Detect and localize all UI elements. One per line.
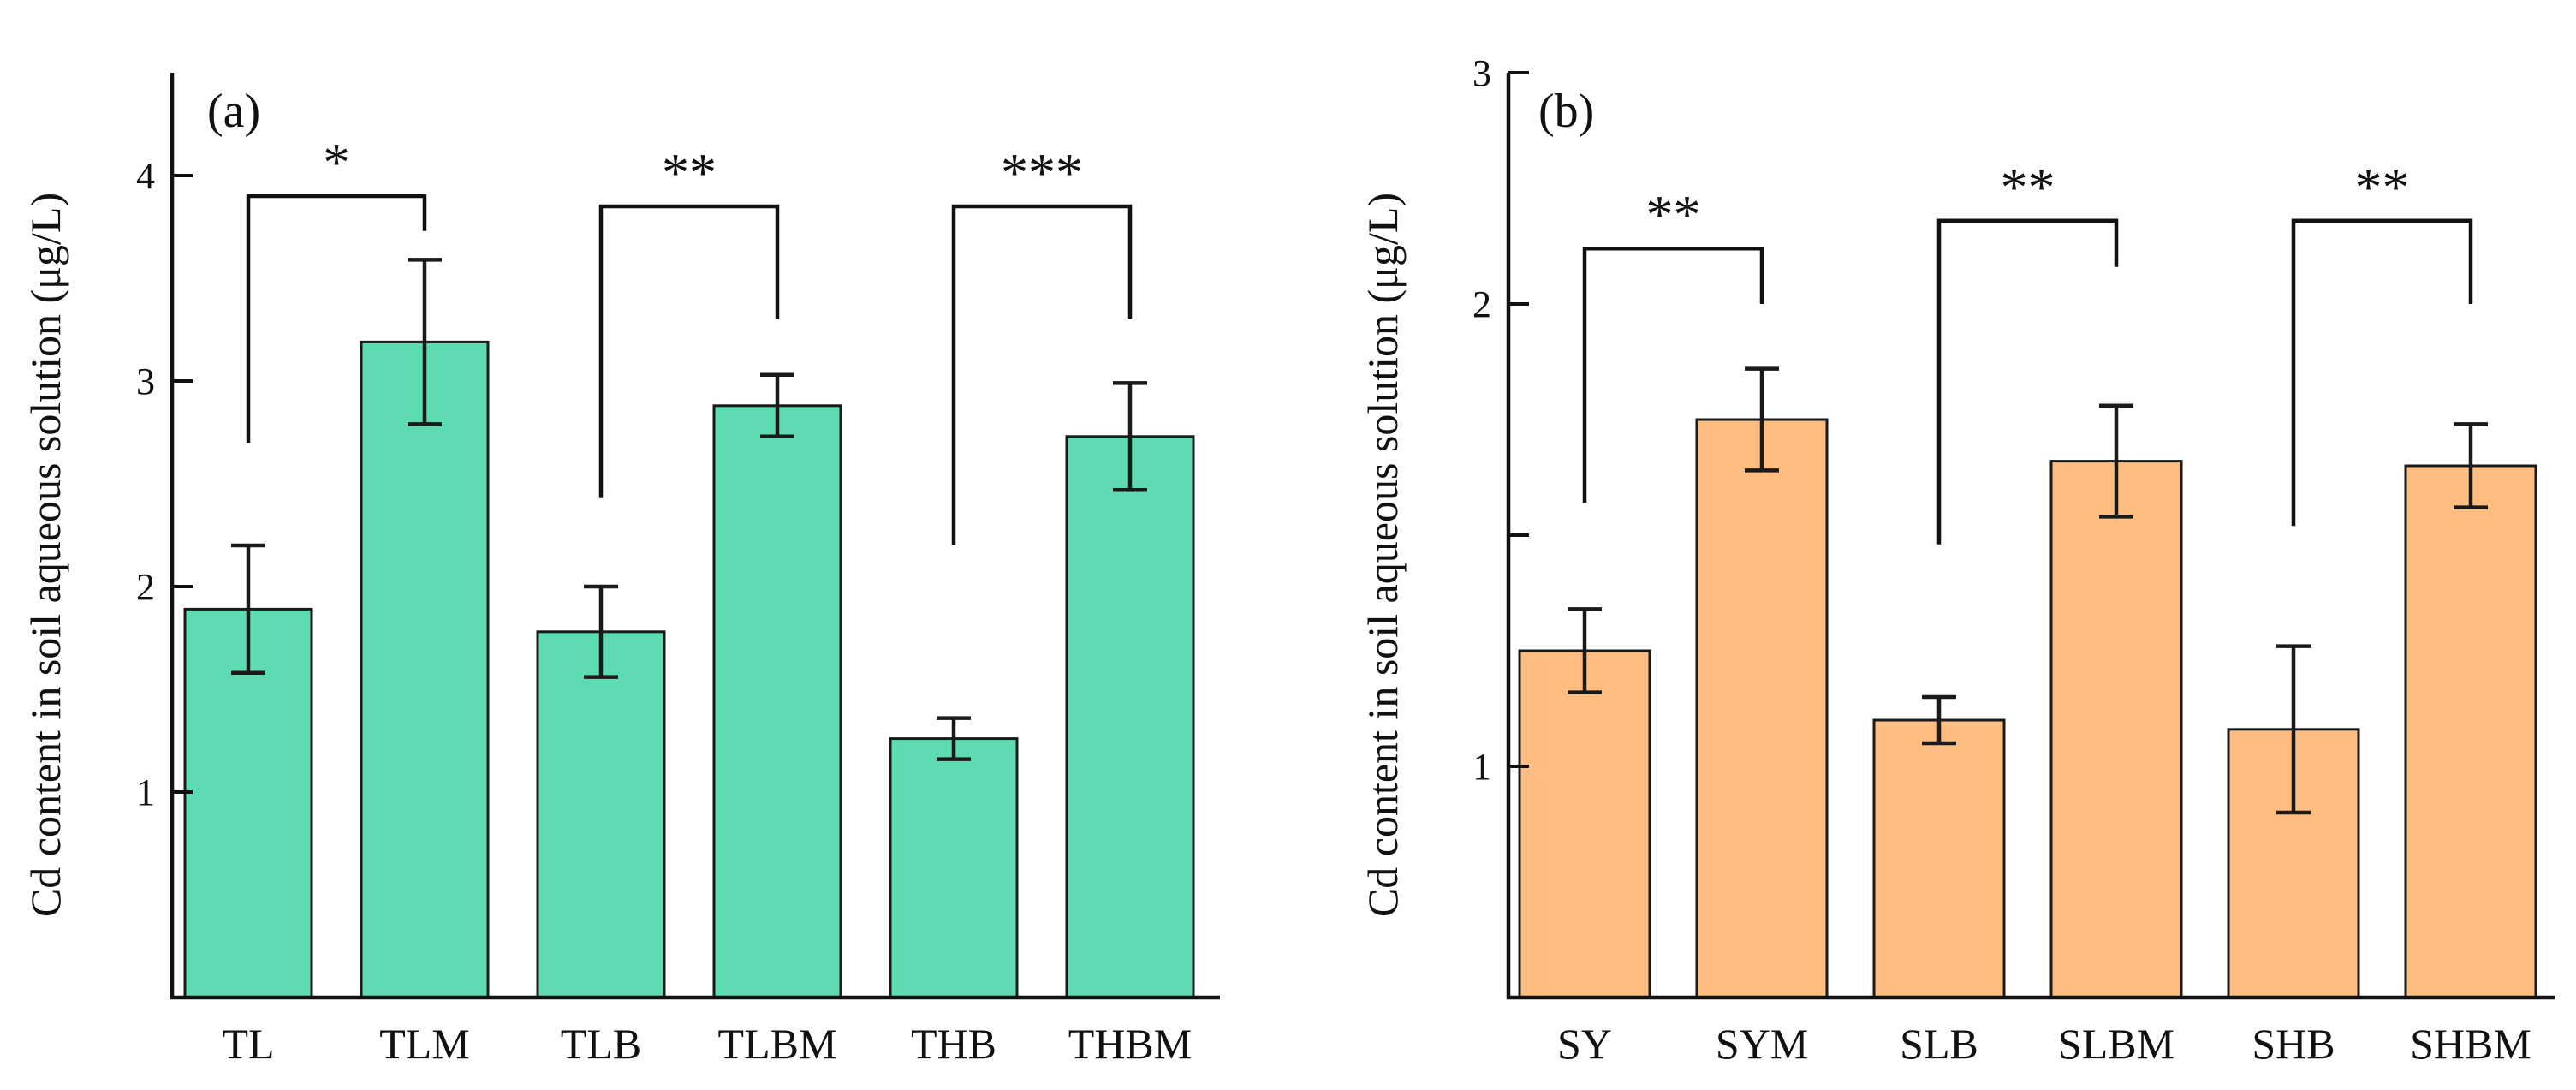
y-axis-label: Cd content in soil aqueous solution (μg/… [1359, 193, 1407, 917]
significance-bracket-2 [2291, 218, 2473, 527]
bar-SY [1518, 649, 1651, 999]
significance-label-0: * [323, 132, 350, 193]
error-bar-SHBM [2454, 422, 2488, 509]
y-tick-label-0: 1 [1472, 746, 1491, 788]
error-bar-TLBM [760, 372, 794, 439]
category-label-SHB: SHB [2252, 1020, 2335, 1068]
bar-SHBM [2404, 464, 2537, 999]
bar-SYM [1695, 418, 1829, 999]
category-label-SYM: SYM [1716, 1020, 1808, 1068]
bar-TLM [360, 340, 490, 999]
error-bar-SY [1568, 607, 1602, 694]
panel-label: (a) [207, 85, 260, 138]
axes-frame [1506, 73, 2555, 1000]
category-label-SLB: SLB [1900, 1020, 1978, 1068]
significance-bracket-0 [1582, 246, 1764, 503]
significance-label-1: ** [662, 142, 717, 203]
significance-bracket-2 [951, 204, 1133, 545]
y-tick-label-3: 4 [136, 155, 155, 197]
significance-bracket-1 [598, 204, 780, 498]
error-bar-TLM [408, 258, 442, 426]
significance-label-2: ** [2355, 157, 2410, 217]
error-bar-THB [937, 716, 971, 761]
y-tick-label-3: 3 [1472, 52, 1491, 94]
significance-label-2: *** [1001, 142, 1083, 203]
error-bar-SHB [2276, 644, 2311, 815]
category-label-TLBM: TLBM [718, 1020, 837, 1068]
bar-TLBM [712, 404, 842, 999]
category-label-TLM: TLM [379, 1020, 470, 1068]
y-tick-label-1: 2 [136, 566, 155, 608]
bar-SLBM [2049, 460, 2183, 999]
error-bar-THBM [1113, 381, 1147, 492]
y-tick-label-2: 3 [136, 360, 155, 402]
y-tick-label-2: 2 [1472, 283, 1491, 325]
error-bar-SYM [1745, 366, 1779, 473]
category-label-THB: THB [911, 1020, 996, 1068]
significance-bracket-1 [1936, 218, 2119, 545]
bar-TLB [536, 630, 666, 999]
category-label-TLB: TLB [561, 1020, 641, 1068]
category-label-SY: SY [1557, 1020, 1612, 1068]
y-tick-label-0: 1 [136, 771, 155, 813]
category-label-TL: TL [222, 1020, 274, 1068]
category-label-SLBM: SLBM [2058, 1020, 2174, 1068]
category-label-SHBM: SHBM [2410, 1020, 2531, 1068]
panel-label: (b) [1538, 85, 1594, 138]
error-bar-TL [231, 543, 265, 676]
bar-THB [889, 737, 1019, 999]
axes-frame [170, 73, 1220, 1000]
y-axis-label: Cd content in soil aqueous solution (μg/… [21, 193, 69, 917]
bar-SLB [1872, 718, 2006, 999]
significance-label-0: ** [1646, 184, 1701, 245]
significance-bracket-0 [246, 194, 427, 443]
category-label-THBM: THBM [1068, 1020, 1192, 1068]
error-bar-SLBM [2099, 403, 2133, 519]
error-bar-SLB [1922, 694, 1956, 746]
error-bar-TLB [584, 584, 618, 679]
panel-b: SY SYM SLB SLBM SHB SHBM ** ** ** 1 2 3 Cd content i… [1359, 52, 2555, 1068]
bar-THBM [1065, 435, 1195, 999]
significance-label-1: ** [2001, 157, 2055, 217]
